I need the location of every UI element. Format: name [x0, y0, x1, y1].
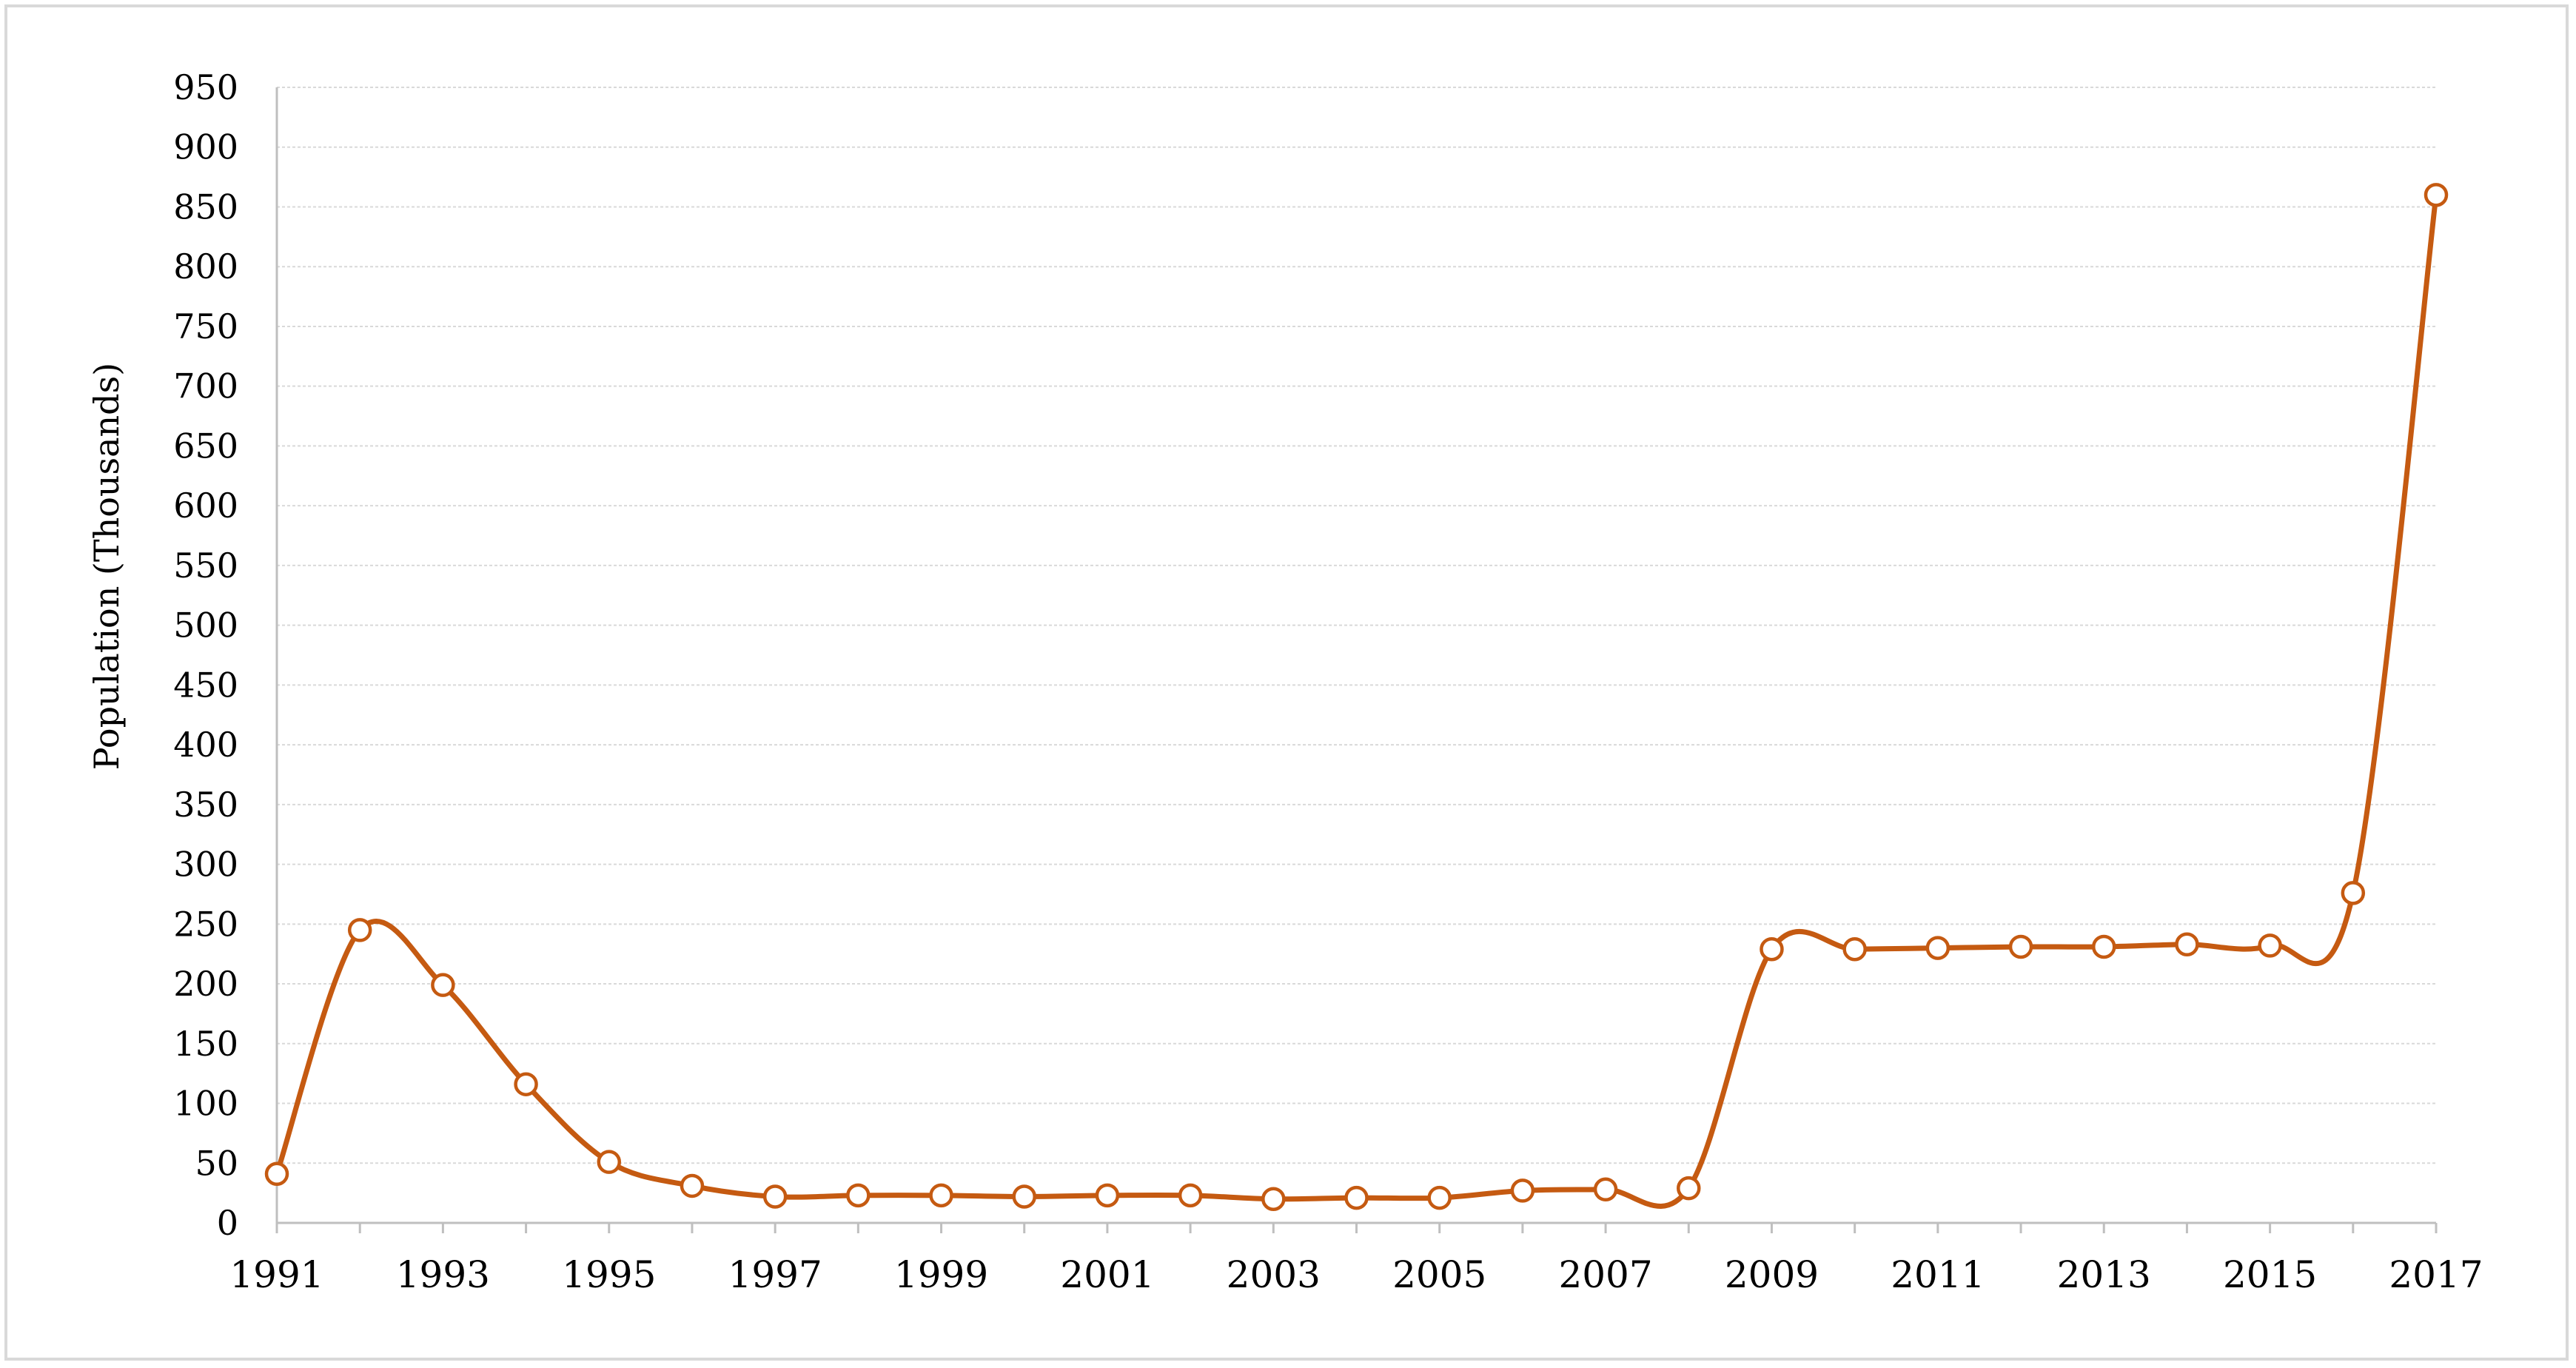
data-point — [2341, 881, 2366, 905]
series-line-group — [274, 194, 2439, 1209]
y-tick-label: 250 — [173, 904, 238, 944]
y-tick-label: 350 — [173, 785, 238, 825]
y-tick-label: 100 — [173, 1084, 238, 1124]
data-point — [2424, 183, 2449, 207]
series-line — [274, 194, 2439, 1209]
data-point — [1677, 1176, 1701, 1201]
y-tick-label: 500 — [173, 606, 238, 646]
y-tick-label: 800 — [173, 247, 238, 286]
data-point-markers — [264, 183, 2449, 1211]
y-tick-label: 50 — [195, 1143, 238, 1183]
data-point — [2008, 934, 2033, 959]
x-tick-labels: 1991 1993 1995 1997 1999 2001 2003 2005 2007 2009… — [229, 1253, 2483, 1296]
x-tick-label: 2015 — [2223, 1253, 2317, 1296]
x-tick-label: 1991 — [229, 1253, 323, 1296]
y-tick-label: 300 — [173, 845, 238, 885]
data-point — [762, 1184, 788, 1209]
y-tick-label: 950 — [173, 67, 238, 107]
x-tick-label: 2013 — [2057, 1253, 2151, 1296]
data-point — [1593, 1177, 1618, 1202]
y-tick-labels: 0 50 100 150 200 250 300 350 400 450 500 550 600 650 7… — [173, 67, 238, 1243]
data-point — [1760, 936, 1784, 962]
data-point — [1178, 1183, 1203, 1208]
y-tick-label: 0 — [217, 1203, 238, 1243]
data-point — [347, 918, 372, 942]
x-tick-label: 2007 — [1558, 1253, 1652, 1296]
x-tick-label: 2001 — [1060, 1253, 1154, 1296]
data-point — [2258, 933, 2282, 958]
data-point — [1925, 936, 1951, 960]
data-point — [1427, 1185, 1452, 1210]
data-point — [680, 1173, 705, 1198]
y-tick-label: 200 — [173, 964, 238, 1004]
data-point — [431, 973, 455, 997]
gridlines — [277, 87, 2436, 1164]
data-point — [2091, 934, 2116, 959]
y-tick-label: 650 — [173, 426, 238, 466]
x-tick-label: 2017 — [2389, 1253, 2483, 1296]
y-tick-label: 750 — [173, 306, 238, 346]
axes — [275, 87, 2438, 1233]
data-point — [514, 1072, 538, 1096]
y-tick-label: 900 — [173, 127, 238, 167]
y-tick-label: 850 — [173, 187, 238, 227]
x-tick-label: 1993 — [396, 1253, 490, 1296]
y-tick-label: 450 — [173, 665, 238, 705]
x-tick-label: 1995 — [562, 1253, 656, 1296]
data-point — [264, 1161, 289, 1187]
data-point — [846, 1183, 871, 1208]
y-tick-label: 150 — [173, 1024, 238, 1064]
x-tick-label: 1997 — [728, 1253, 822, 1296]
data-point — [1261, 1187, 1286, 1211]
data-point — [2175, 932, 2199, 957]
y-tick-label: 550 — [173, 546, 238, 586]
x-tick-label: 1999 — [894, 1253, 988, 1296]
data-point — [1344, 1185, 1369, 1210]
x-tick-label: 2005 — [1392, 1253, 1486, 1296]
y-tick-label: 700 — [173, 366, 238, 406]
x-tick-label: 2011 — [1891, 1253, 1985, 1296]
y-axis-title: Population (Thousands) — [87, 363, 127, 770]
data-point — [1510, 1178, 1535, 1203]
data-point — [1012, 1184, 1036, 1209]
y-tick-label: 400 — [173, 725, 238, 765]
y-tick-label: 600 — [173, 486, 238, 526]
x-tick-label: 2003 — [1227, 1253, 1321, 1296]
x-tick-label: 2009 — [1725, 1253, 1819, 1296]
data-point — [1095, 1183, 1120, 1208]
data-point — [929, 1183, 953, 1208]
data-point — [1842, 936, 1867, 962]
chart-frame — [4, 4, 2569, 1361]
data-point — [597, 1150, 622, 1174]
